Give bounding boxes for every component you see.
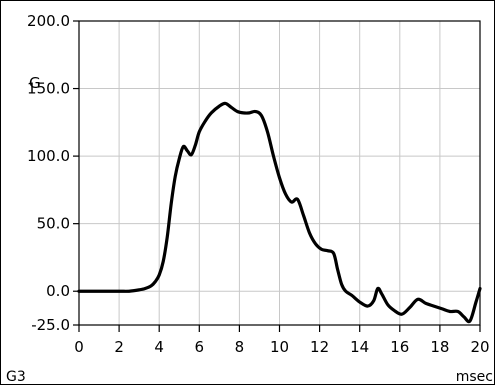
x-tick-label: 6	[195, 338, 205, 356]
axis-layer	[73, 20, 481, 332]
x-unit-label: msec	[456, 369, 493, 385]
y-tick-label: 0.0	[46, 282, 70, 300]
x-tick-label: 4	[154, 338, 164, 356]
x-tick-label: 14	[350, 338, 369, 356]
corner-label: G3	[6, 369, 26, 385]
y-tick-label: -25.0	[31, 316, 70, 334]
y-tick-label: 50.0	[37, 215, 70, 233]
label-layer: -25.0 0.0 50.0 100.0 150.0 200.0 0 2 4 6 8 10 12 14 16…	[6, 12, 493, 385]
series-layer	[77, 101, 482, 324]
x-tick-label: 0	[74, 338, 84, 356]
series-line	[77, 101, 482, 324]
x-tick-label: 8	[235, 338, 245, 356]
x-tick-label: 12	[310, 338, 329, 356]
y-tick-label: 200.0	[27, 12, 70, 30]
x-tick-label: 18	[430, 338, 449, 356]
y-tick-label: 100.0	[27, 147, 70, 165]
y-tick-label: 150.0	[27, 80, 70, 98]
x-tick-label: 10	[270, 338, 289, 356]
x-tick-label: 20	[470, 338, 489, 356]
x-tick-label: 16	[390, 338, 409, 356]
plot-annotation: G	[29, 74, 41, 92]
x-tick-label: 2	[114, 338, 124, 356]
